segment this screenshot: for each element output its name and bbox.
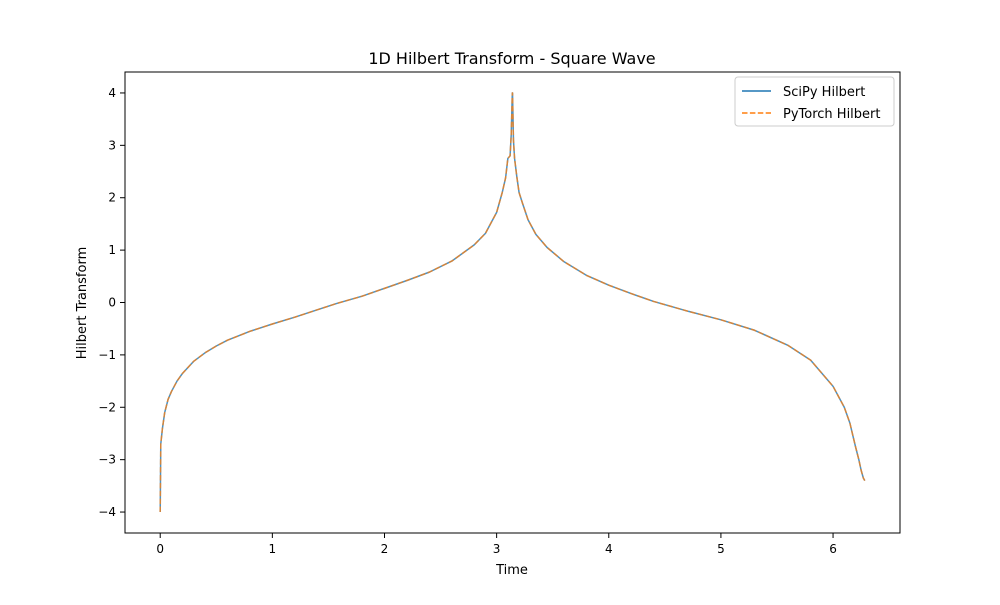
y-tick-label: 4 <box>108 86 116 100</box>
series-line-scipy-hilbert <box>159 92 866 513</box>
x-tick-label: 3 <box>493 542 501 556</box>
x-tick-label: 1 <box>269 542 277 556</box>
y-tick-label: 2 <box>108 191 116 205</box>
axes-frame <box>124 71 901 534</box>
x-tick-label: 4 <box>605 542 613 556</box>
series-layer <box>159 92 866 513</box>
x-tick-label: 2 <box>381 542 389 556</box>
y-tick-label: 3 <box>108 138 116 152</box>
y-axis-ticks: −4 −3 −2 −1 0 1 2 3 4 <box>98 86 125 519</box>
legend-label-scipy-hilbert: SciPy Hilbert <box>783 85 865 100</box>
x-axis-ticks: 0 1 2 3 4 5 6 <box>156 533 837 556</box>
x-tick-label: 0 <box>156 542 164 556</box>
y-tick-label: 0 <box>108 296 116 310</box>
x-tick-label: 6 <box>829 542 837 556</box>
y-tick-label: 1 <box>108 243 116 257</box>
legend-box <box>734 76 895 127</box>
y-tick-label: −4 <box>98 505 116 519</box>
x-axis-label: Time <box>495 563 528 578</box>
plot-area <box>124 71 901 534</box>
chart-title: 1D Hilbert Transform - Square Wave <box>368 49 655 68</box>
y-tick-label: −1 <box>98 348 116 362</box>
y-tick-label: −2 <box>98 400 116 414</box>
y-tick-label: −3 <box>98 453 116 467</box>
x-tick-label: 5 <box>717 542 725 556</box>
legend-items: SciPy Hilbert PyTorch Hilbert <box>742 85 881 122</box>
legend: SciPy Hilbert PyTorch Hilbert <box>734 76 895 127</box>
y-axis-label: Hilbert Transform <box>75 247 90 360</box>
legend-label-pytorch-hilbert: PyTorch Hilbert <box>783 107 881 122</box>
